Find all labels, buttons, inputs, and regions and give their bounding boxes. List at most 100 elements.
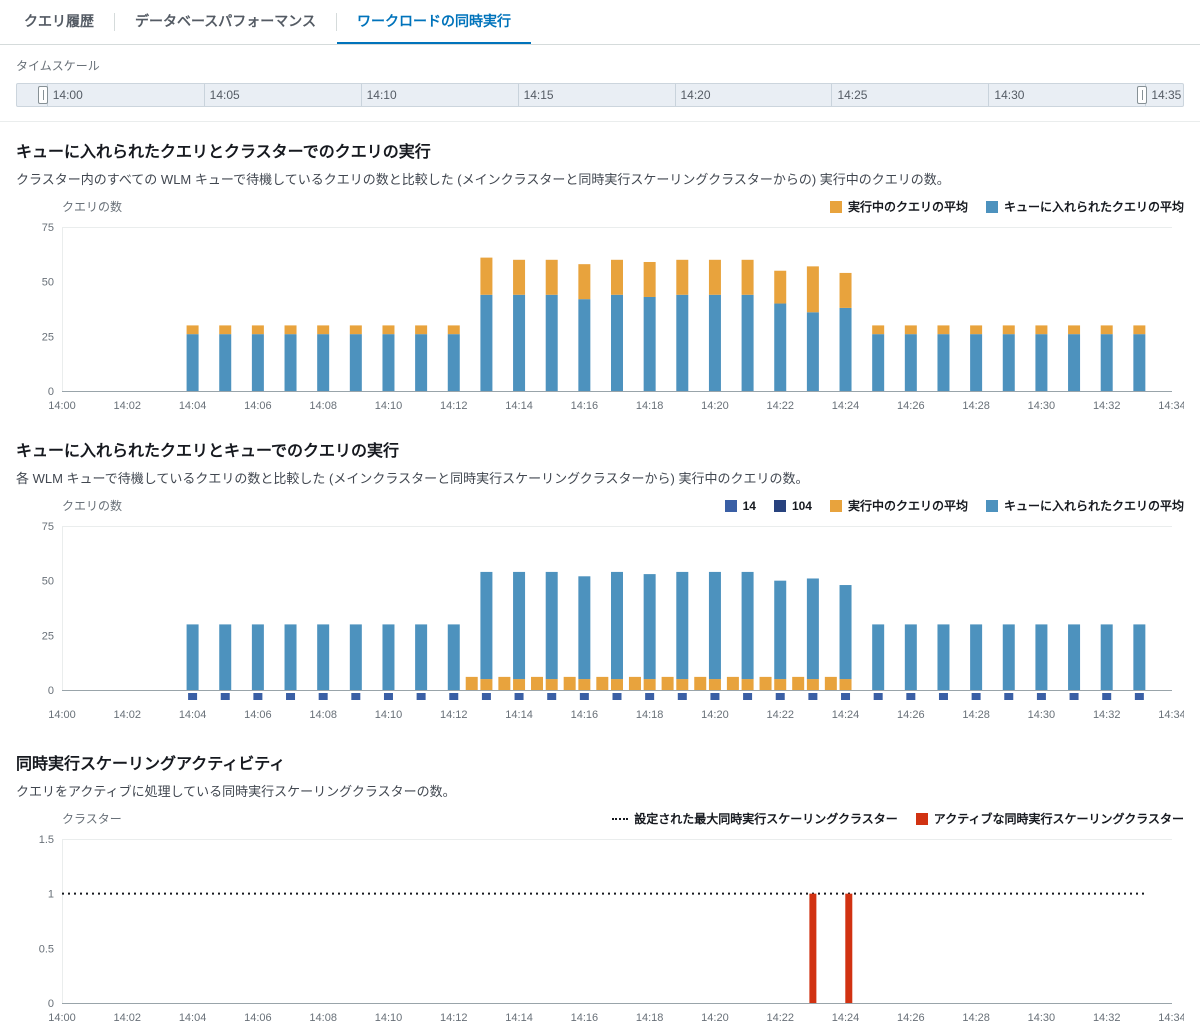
x-tick-label: 14:14 — [505, 400, 533, 412]
x-tick-label: 14:06 — [244, 1012, 272, 1024]
slider-tick: 14:00 — [46, 84, 83, 106]
x-tick-label: 14:02 — [114, 1012, 142, 1024]
queued-bar — [643, 574, 656, 680]
chart-header-row: クエリの数 14 104 実行中のクエリの平均 キューに入れられたクエリの平均 — [16, 495, 1184, 518]
section-queued-vs-queue: キューに入れられたクエリとキューでのクエリの実行 各 WLM キューで待機してい… — [0, 421, 1200, 734]
slider-track[interactable]: 14:00 14:05 14:10 14:15 14:20 14:25 14:30 14:35 — [16, 83, 1184, 107]
x-tick-label: 14:18 — [636, 400, 664, 412]
legend-item[interactable]: 設定された最大同時実行スケーリングクラスター — [612, 810, 898, 827]
x-tick-label: 14:24 — [832, 1012, 860, 1024]
running-bar — [513, 259, 526, 295]
tab-query-history[interactable]: クエリ履歴 — [24, 13, 94, 29]
queued-bar — [382, 334, 395, 391]
queued-bar — [251, 624, 264, 690]
y-tick-label: 25 — [42, 630, 54, 642]
y-axis-title: クエリの数 — [62, 200, 123, 214]
running-bar — [251, 325, 264, 335]
chart-canvas: 0 0.5 1 1.5 14:00 14:02 14:04 14:06 14:08 14:10 14… — [39, 834, 1184, 1024]
chart-header-row: クラスター 設定された最大同時実行スケーリングクラスター アクティブな同時実行スケ… — [16, 808, 1184, 831]
legend-item[interactable]: 実行中のクエリの平均 — [829, 497, 968, 514]
queued-bar — [806, 312, 819, 391]
x-tick-label: 14:32 — [1093, 709, 1121, 721]
queued-bar — [904, 624, 917, 690]
running-bar — [349, 325, 362, 335]
running-bar — [545, 679, 558, 690]
x-tick-label: 14:14 — [505, 1012, 533, 1024]
x-tick-label: 14:22 — [766, 709, 794, 721]
x-tick-label: 14:00 — [48, 1012, 76, 1024]
queue-marker — [351, 693, 361, 700]
x-tick-label: 14:06 — [244, 400, 272, 412]
slider-handle-right[interactable] — [1137, 86, 1148, 104]
running-bar — [937, 325, 950, 335]
tab-workload-concurrency[interactable]: ワークロードの同時実行 — [337, 0, 532, 44]
queued-bar — [1068, 624, 1081, 690]
queue-marker — [514, 693, 524, 700]
queued-bar — [415, 334, 428, 391]
legend-item[interactable]: 14 — [724, 499, 756, 513]
legend-item[interactable]: 実行中のクエリの平均 — [829, 198, 968, 215]
x-tick-label: 14:00 — [48, 400, 76, 412]
x-tick-label: 14:30 — [1028, 400, 1056, 412]
running-bar — [480, 257, 493, 295]
running-bar — [708, 679, 721, 690]
running-bar — [643, 261, 656, 297]
queued-bar — [708, 294, 721, 391]
running-bar — [694, 676, 707, 690]
slider-tick-label: 14:00 — [52, 88, 83, 102]
slider-handle-left[interactable] — [38, 86, 48, 104]
running-bar — [219, 325, 232, 335]
legend-item[interactable]: アクティブな同時実行スケーリングクラスター — [915, 810, 1184, 827]
running-bar — [1100, 325, 1113, 335]
queued-bar — [904, 334, 917, 391]
queued-bar — [447, 334, 460, 391]
section-scaling-activity: 同時実行スケーリングアクティビティ クエリをアクティブに処理している同時実行スケ… — [0, 734, 1200, 1033]
chart-description: クラスター内のすべての WLM キューで待機しているクエリの数と比較した (メイ… — [16, 172, 950, 187]
legend-item[interactable]: 104 — [773, 498, 812, 513]
queue-marker — [383, 693, 393, 700]
x-tick-label: 14:30 — [1028, 1012, 1056, 1024]
x-tick-label: 14:10 — [375, 1012, 403, 1024]
queued-bar — [839, 585, 852, 680]
y-tick-label: 0.5 — [39, 943, 54, 955]
x-tick-label: 14:22 — [766, 400, 794, 412]
color-swatch — [724, 499, 737, 512]
x-tick-label: 14:14 — [505, 709, 533, 721]
running-bar — [513, 679, 526, 690]
x-tick-label: 14:12 — [440, 1012, 468, 1024]
queued-bar — [839, 307, 852, 391]
x-tick-label: 14:08 — [309, 1012, 337, 1024]
running-bar — [774, 270, 787, 304]
legend-item[interactable]: キューに入れられたクエリの平均 — [985, 497, 1184, 514]
tab-database-performance[interactable]: データベースパフォーマンス — [135, 13, 317, 29]
queued-bar — [219, 624, 232, 690]
color-swatch — [829, 499, 842, 512]
running-bar — [284, 325, 297, 335]
running-bar — [759, 676, 772, 690]
x-tick-label: 14:26 — [897, 709, 925, 721]
y-tick-label: 25 — [42, 331, 54, 343]
color-swatch — [773, 499, 786, 512]
queued-bar — [480, 571, 493, 680]
queue-marker — [253, 693, 263, 700]
legend-label: 104 — [791, 498, 812, 513]
queued-bar — [676, 294, 689, 391]
queued-bar — [1035, 334, 1048, 391]
queued-bar — [219, 334, 232, 391]
slider-tick-label: 14:20 — [680, 88, 711, 102]
queue-marker — [579, 693, 589, 700]
queued-bar — [1100, 624, 1113, 690]
queue-marker — [220, 693, 230, 700]
running-bar — [628, 676, 641, 690]
x-tick-label: 14:16 — [571, 709, 599, 721]
y-tick-label: 50 — [42, 576, 54, 588]
running-bar — [563, 676, 576, 690]
x-tick-label: 14:24 — [832, 709, 860, 721]
running-bar — [1133, 325, 1146, 335]
running-bar — [317, 325, 330, 335]
queued-bar — [284, 624, 297, 690]
legend-item[interactable]: キューに入れられたクエリの平均 — [985, 198, 1184, 215]
queue-marker — [318, 693, 328, 700]
queued-bar — [415, 624, 428, 690]
running-bar — [447, 325, 460, 335]
